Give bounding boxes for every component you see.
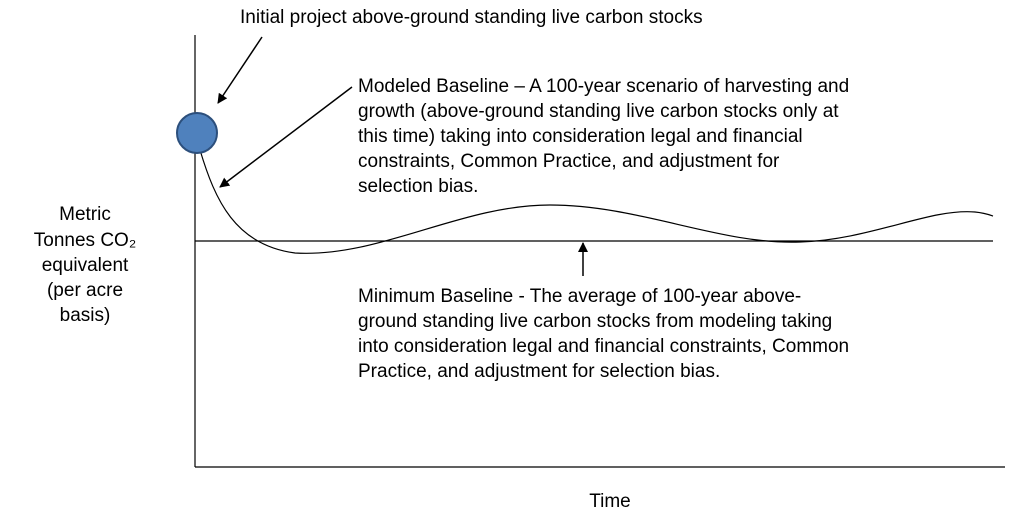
minimum-baseline-text: ground standing live carbon stocks from … [358, 311, 832, 332]
initial-stock-marker [176, 112, 218, 154]
modeled-baseline-text: growth (above-ground standing live carbo… [358, 101, 839, 122]
modeled-baseline-text: Modeled Baseline – A 100-year scenario o… [358, 76, 849, 97]
minimum-baseline-text: into consideration legal and financial c… [358, 336, 849, 357]
y-axis-label: Tonnes CO₂ [34, 230, 136, 251]
minimum-baseline-text: Practice, and adjustment for selection b… [358, 361, 720, 382]
initial-label: Initial project above-ground standing li… [240, 7, 703, 28]
y-axis-label: (per acre [47, 280, 123, 301]
modeled-baseline-curve [199, 149, 994, 254]
modeled-baseline-text: this time) taking into consideration leg… [358, 126, 803, 147]
x-axis-label: Time [589, 491, 631, 512]
minimum-baseline-text: Minimum Baseline - The average of 100-ye… [358, 286, 801, 307]
modeled-baseline-text: selection bias. [358, 176, 478, 197]
modeled-baseline-text: constraints, Common Practice, and adjust… [358, 151, 780, 172]
y-axis-label: Metric [59, 204, 111, 225]
y-axis-label: equivalent [42, 255, 129, 276]
y-axis-label: basis) [60, 305, 111, 326]
arrow [219, 86, 353, 188]
arrow [217, 36, 263, 104]
